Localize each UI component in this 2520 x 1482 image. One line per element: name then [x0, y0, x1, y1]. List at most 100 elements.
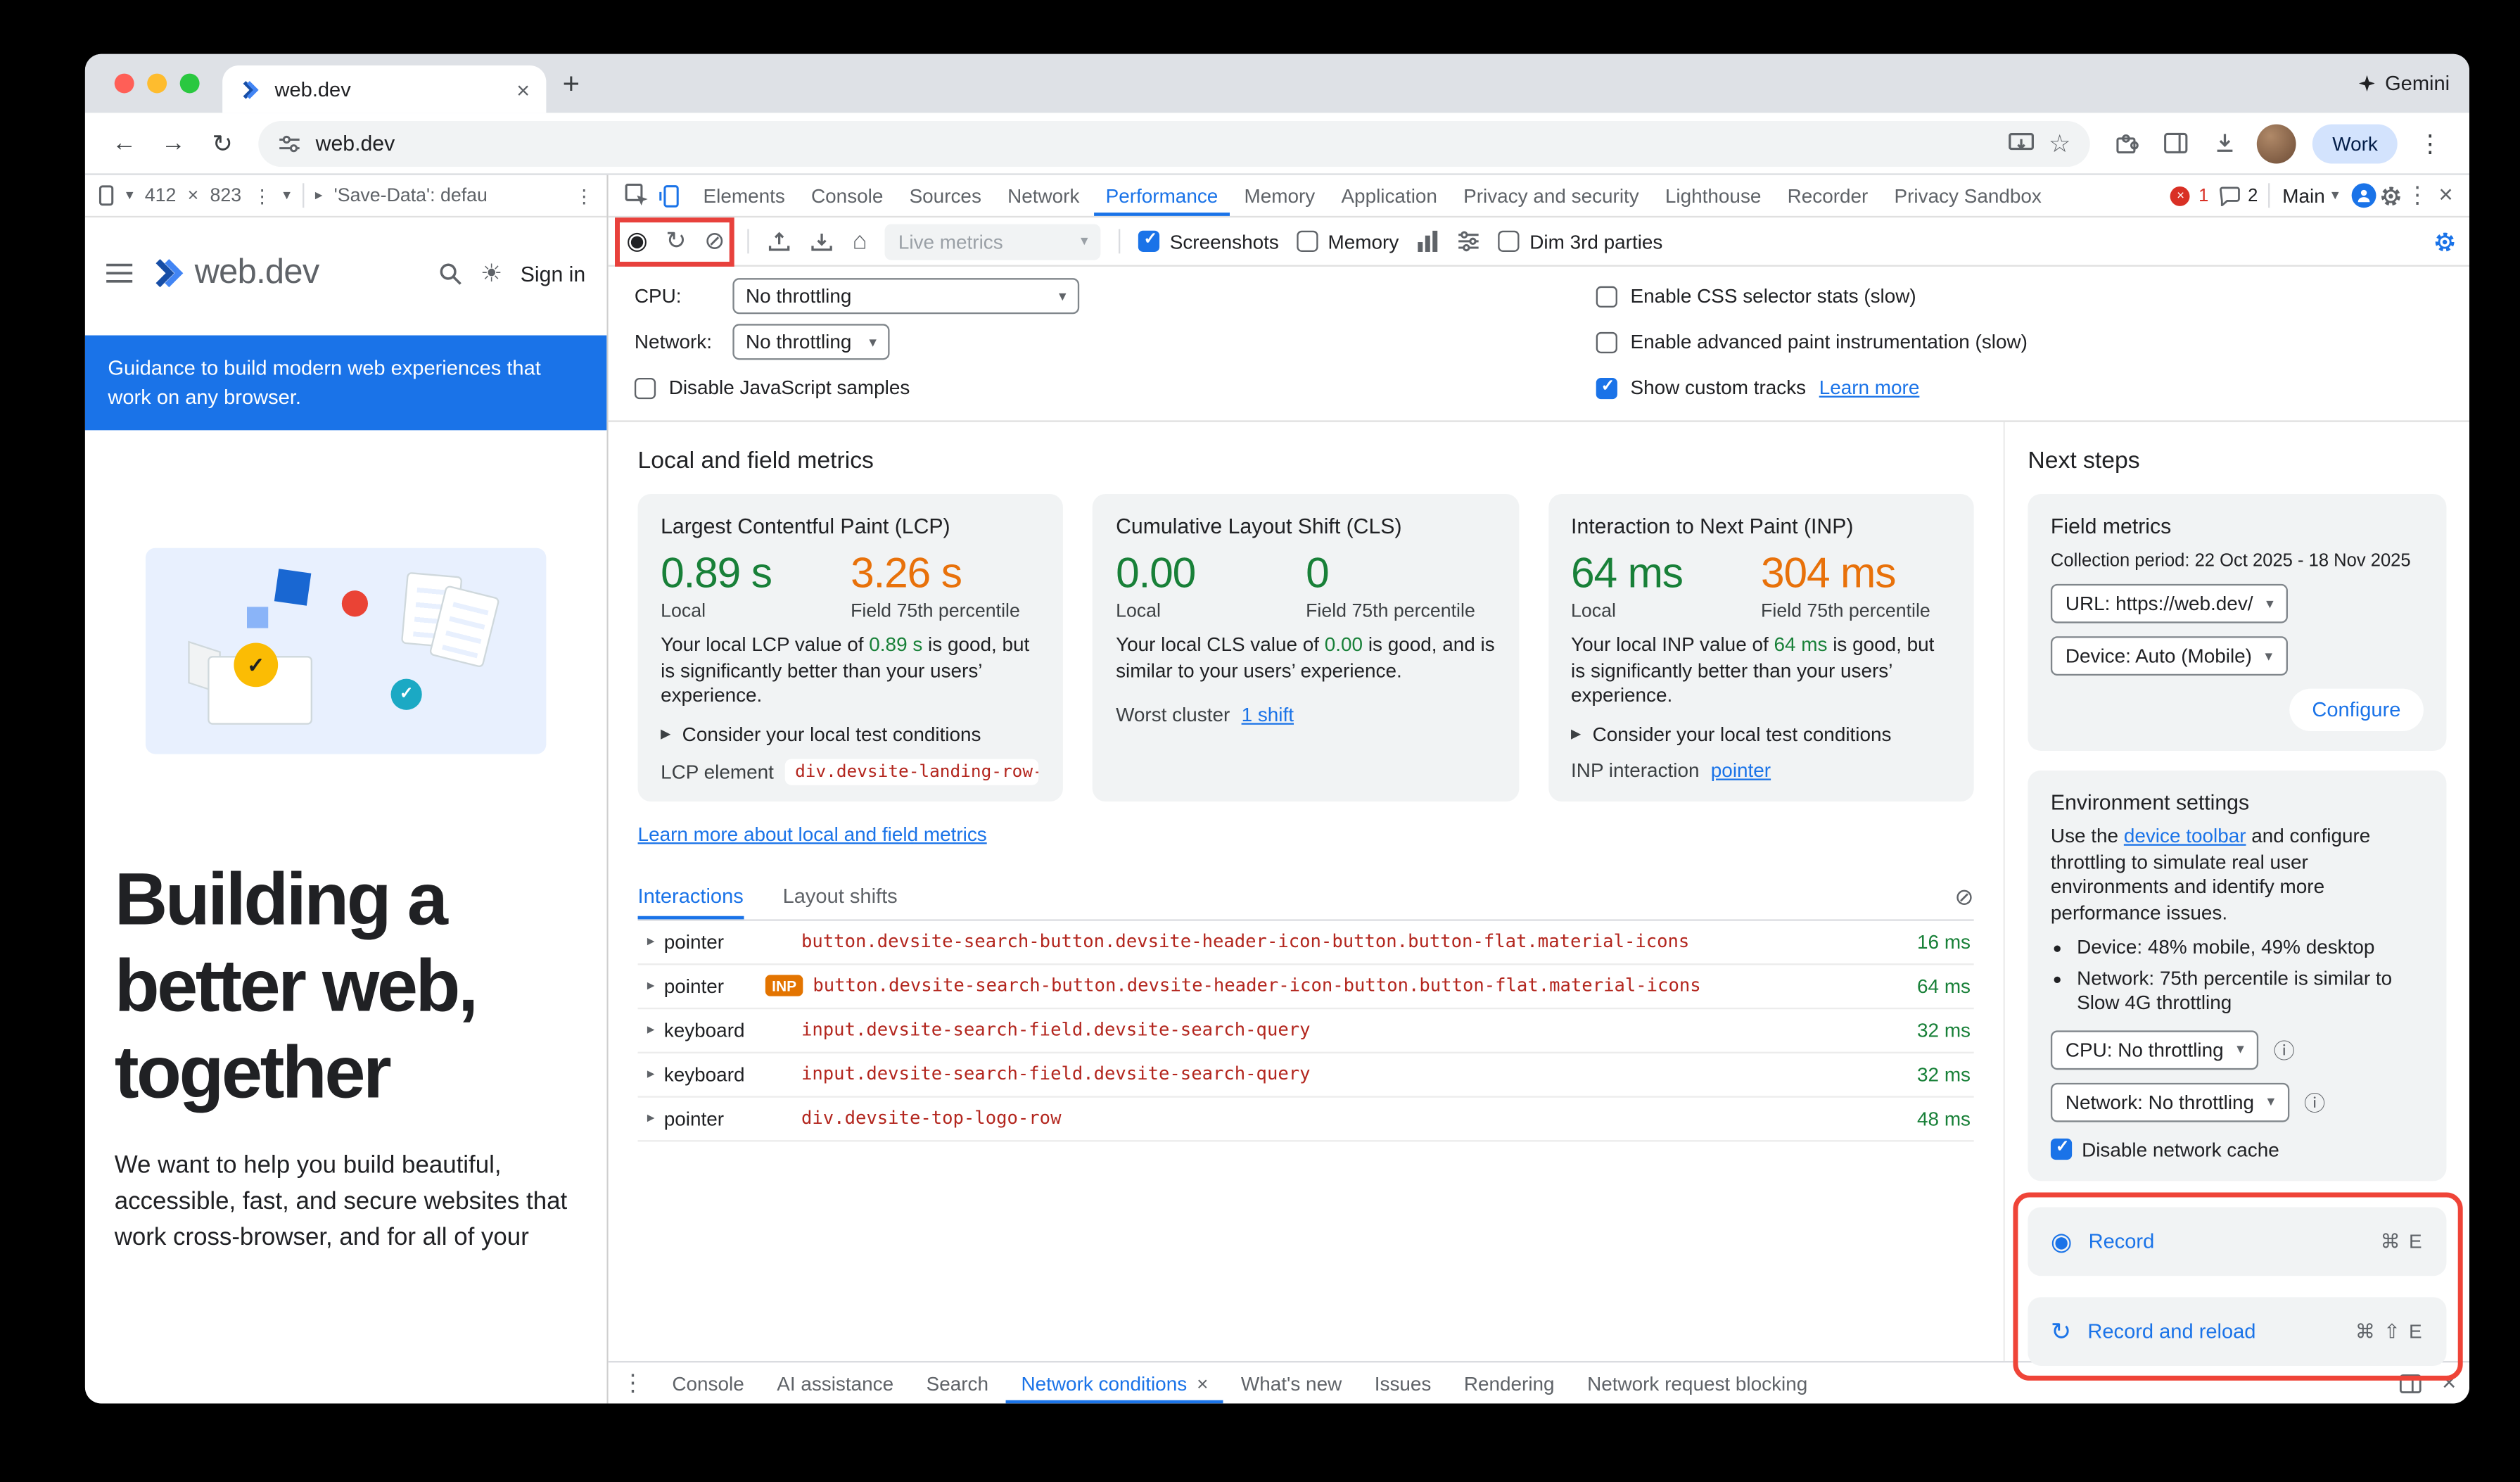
downloads-icon[interactable] — [2201, 120, 2247, 166]
cls-worst-cluster-link[interactable]: 1 shift — [1241, 703, 1294, 727]
panel-tab-privacy-sandbox[interactable]: Privacy Sandbox — [1894, 184, 2042, 208]
interaction-row[interactable]: ▸ keyboard input.devsite-search-field.de… — [637, 1053, 1974, 1097]
reload-button[interactable]: ↻ — [212, 129, 233, 158]
tab-layout-shifts[interactable]: Layout shifts — [782, 885, 898, 908]
devtools-menu-icon[interactable]: ⋮ — [2405, 182, 2429, 208]
dim-3rd-parties-checkbox-row[interactable]: Dim 3rd parties — [1498, 230, 1662, 253]
inspect-element-icon[interactable] — [625, 183, 649, 208]
device-select-caret-icon[interactable]: ▾ — [125, 186, 134, 203]
disable-js-samples-row[interactable]: Disable JavaScript samples — [634, 369, 1517, 405]
record-and-reload-button[interactable]: ↻ Record and reload ⌘ ⇧ E — [2028, 1296, 2447, 1365]
drawer-tab-close-icon[interactable]: × — [1197, 1372, 1209, 1395]
screenshots-checkbox[interactable] — [1138, 230, 1160, 252]
screenshots-checkbox-row[interactable]: Screenshots — [1138, 230, 1279, 253]
inp-interaction-link[interactable]: pointer — [1710, 758, 1771, 781]
memory-checkbox[interactable] — [1297, 230, 1318, 252]
ignore-listing-sliders-icon[interactable] — [1458, 231, 1481, 252]
device-toolbar-toggle-icon[interactable] — [659, 184, 682, 208]
memory-checkbox-row[interactable]: Memory — [1297, 230, 1399, 253]
panel-tab-network[interactable]: Network — [1007, 184, 1080, 208]
env-network-select[interactable]: Network: No throttling ▾ — [2050, 1082, 2290, 1122]
device-toolbar-link[interactable]: device toolbar — [2123, 824, 2246, 848]
interaction-row[interactable]: ▸ pointer button.devsite-search-button.d… — [637, 920, 1974, 965]
devtools-close-icon[interactable]: × — [2438, 182, 2453, 210]
extensions-icon[interactable] — [2104, 120, 2149, 166]
zoom-menu-icon[interactable]: ⋮ — [253, 187, 272, 208]
error-badge-icon[interactable]: × — [2170, 185, 2191, 205]
drawer-tab-whats-new[interactable]: What's new — [1240, 1372, 1342, 1395]
row-expander-icon[interactable]: ▸ — [647, 932, 655, 949]
capture-settings-gear-icon[interactable] — [2433, 230, 2457, 253]
forward-button[interactable]: → — [160, 129, 186, 158]
configure-button[interactable]: Configure — [2289, 688, 2424, 732]
side-panel-icon[interactable] — [2153, 120, 2198, 166]
show-custom-tracks-row[interactable]: Show custom tracks Learn more — [1596, 369, 2028, 405]
site-settings-tune-icon[interactable] — [278, 132, 301, 155]
network-throttling-select[interactable]: No throttling ▾ — [732, 324, 890, 360]
disable-network-cache-row[interactable]: Disable network cache — [2050, 1138, 2424, 1160]
gemini-button[interactable]: Gemini — [2358, 72, 2450, 95]
drawer-tab-network-conditions[interactable]: Network conditions × — [1007, 1362, 1223, 1403]
row-expander-icon[interactable]: ▸ — [647, 1020, 655, 1037]
error-count[interactable]: 1 — [2198, 185, 2209, 205]
maximize-window-button[interactable] — [179, 73, 200, 94]
device-toolbar-menu-icon[interactable]: ⋮ — [575, 187, 594, 208]
load-profile-icon[interactable] — [768, 229, 792, 253]
panel-tab-sources[interactable]: Sources — [909, 184, 981, 208]
drawer-tab-console[interactable]: Console — [672, 1372, 744, 1395]
record-button[interactable]: ◉ Record ⌘ E — [2028, 1206, 2447, 1275]
record-icon[interactable]: ◉ — [626, 227, 648, 255]
cpu-info-icon[interactable]: ⓘ — [2273, 1039, 2295, 1063]
bookmark-star-icon[interactable]: ☆ — [2049, 129, 2071, 158]
theme-toggle-icon[interactable]: ☀ — [480, 260, 503, 289]
panel-tab-memory[interactable]: Memory — [1244, 184, 1316, 208]
new-tab-button[interactable]: + — [562, 66, 580, 99]
metrics-learn-more-link[interactable]: Learn more about local and field metrics — [637, 822, 987, 845]
panel-tab-performance[interactable]: Performance — [1094, 175, 1229, 216]
panel-tab-application[interactable]: Application — [1341, 184, 1437, 208]
devtools-settings-gear-icon[interactable] — [2380, 184, 2403, 208]
execution-context-dropdown[interactable]: Main ▾ — [2282, 184, 2338, 208]
clear-interactions-icon[interactable]: ⊘ — [1954, 882, 1974, 909]
drawer-tab-network-request-blocking[interactable]: Network request blocking — [1587, 1372, 1808, 1395]
hamburger-menu-icon[interactable] — [106, 263, 133, 283]
device-select-icon[interactable] — [98, 185, 114, 206]
install-icon[interactable] — [2008, 132, 2034, 155]
field-url-select[interactable]: URL: https://web.dev/ ▾ — [2050, 583, 2289, 623]
browser-menu-icon[interactable]: ⋮ — [2417, 129, 2443, 158]
clear-icon[interactable]: ⊘ — [704, 227, 725, 255]
browser-tab[interactable]: web.dev × — [222, 65, 547, 113]
interaction-row[interactable]: ▸ pointer div.devsite-top-logo-row 48 ms — [637, 1097, 1974, 1141]
row-expander-icon[interactable]: ▸ — [647, 1065, 655, 1082]
css-selector-stats-checkbox[interactable] — [1596, 285, 1617, 307]
back-button[interactable]: ← — [112, 129, 137, 158]
url-text[interactable]: web.dev — [315, 130, 395, 156]
close-window-button[interactable] — [114, 73, 134, 94]
show-custom-tracks-checkbox[interactable] — [1596, 376, 1617, 399]
zoom-caret-icon[interactable]: ▾ — [283, 186, 291, 203]
interaction-row[interactable]: ▸ keyboard input.devsite-search-field.de… — [637, 1008, 1974, 1053]
drawer-dock-icon[interactable] — [2400, 1373, 2423, 1393]
lcp-test-conditions-expander[interactable]: ▶ Consider your local test conditions — [661, 722, 1041, 745]
cpu-throttling-select[interactable]: No throttling ▾ — [732, 278, 1080, 315]
network-info-icon[interactable]: ⓘ — [2304, 1091, 2326, 1116]
profile-avatar[interactable] — [2257, 123, 2297, 163]
field-device-select[interactable]: Device: Auto (Mobile) ▾ — [2050, 636, 2287, 676]
inp-test-conditions-expander[interactable]: ▶ Consider your local test conditions — [1571, 722, 1951, 745]
tab-close-icon[interactable]: × — [516, 76, 530, 103]
site-logo[interactable]: web.dev — [151, 253, 319, 293]
panel-tab-privacy[interactable]: Privacy and security — [1463, 184, 1639, 208]
panel-tab-lighthouse[interactable]: Lighthouse — [1665, 184, 1762, 208]
env-cpu-select[interactable]: CPU: No throttling ▾ — [2050, 1030, 2259, 1070]
minimize-window-button[interactable] — [147, 73, 167, 94]
lcp-element-code[interactable]: div.devsite-landing-row-ite… — [785, 758, 1039, 785]
live-metrics-home-icon[interactable]: ⌂ — [852, 227, 867, 255]
drawer-tab-issues[interactable]: Issues — [1374, 1372, 1432, 1395]
save-profile-icon[interactable] — [810, 229, 834, 253]
disable-network-cache-checkbox[interactable] — [2050, 1138, 2073, 1160]
drawer-tab-search[interactable]: Search — [926, 1372, 989, 1395]
advanced-paint-row[interactable]: Enable advanced paint instrumentation (s… — [1596, 324, 2028, 360]
profile-work-pill[interactable]: Work — [2312, 123, 2398, 163]
issues-count[interactable]: 2 — [2248, 185, 2258, 205]
panel-tab-console[interactable]: Console — [811, 184, 884, 208]
